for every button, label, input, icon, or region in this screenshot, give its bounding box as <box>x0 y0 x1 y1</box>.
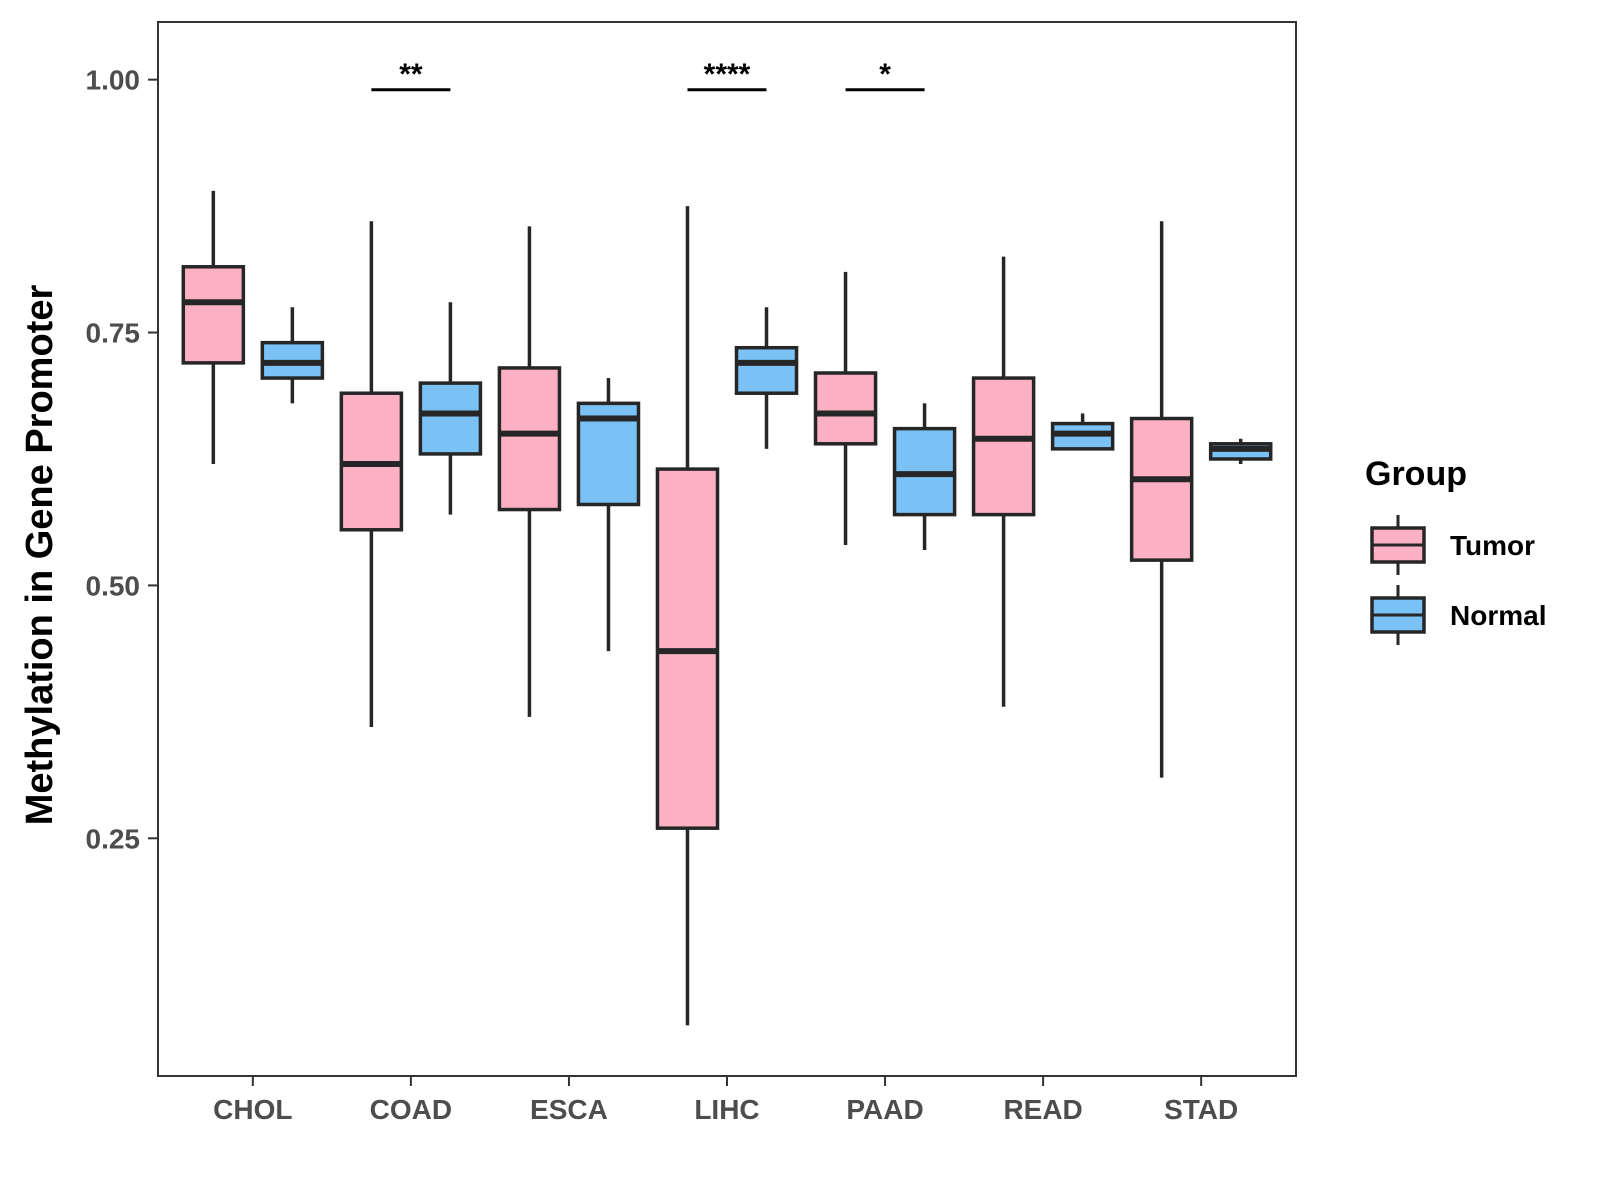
box-tumor-lihc <box>655 206 720 1026</box>
box-body <box>971 376 1036 517</box>
box-body <box>418 381 483 456</box>
x-tick-label-read: READ <box>1003 1094 1082 1125</box>
x-axis: CHOL COAD ESCA LIHC PAAD READ STAD <box>213 1076 1238 1125</box>
x-tick-label-lihc: LIHC <box>694 1094 759 1125</box>
legend-title: Group <box>1365 455 1467 493</box>
box-body <box>181 265 246 365</box>
box-tumor-chol <box>181 190 246 465</box>
boxes-layer <box>181 190 1273 1026</box>
x-tick-label-chol: CHOL <box>213 1094 292 1125</box>
significance-label: **** <box>704 58 751 91</box>
y-tick-label: 0.50 <box>86 570 141 601</box>
legend-item-normal: Normal <box>1370 585 1546 645</box>
box-normal-paad <box>892 403 957 551</box>
box-body <box>813 371 878 446</box>
y-tick-label: 1.00 <box>86 65 141 96</box>
box-normal-lihc <box>734 307 799 449</box>
significance-layer: ** **** * <box>371 58 925 92</box>
y-axis: 0.25 0.50 0.75 1.00 <box>86 65 158 854</box>
box-body <box>497 366 562 512</box>
significance-label: ** <box>399 58 423 91</box>
box-normal-esca <box>576 378 641 652</box>
y-tick-label: 0.25 <box>86 823 141 854</box>
y-tick-label: 0.75 <box>86 318 141 349</box>
box-tumor-coad <box>339 221 404 728</box>
box-tumor-paad <box>813 271 878 545</box>
x-tick-label-paad: PAAD <box>846 1094 923 1125</box>
legend: Group Tumor Normal <box>1365 455 1546 645</box>
box-normal-coad <box>418 302 483 515</box>
box-body <box>734 345 799 395</box>
y-axis-title: Methylation in Gene Promoter <box>19 285 61 826</box>
plot-panel-border <box>157 21 1297 1077</box>
legend-label-tumor: Tumor <box>1450 530 1535 561</box>
x-tick-label-stad: STAD <box>1164 1094 1238 1125</box>
x-tick-label-coad: COAD <box>370 1094 452 1125</box>
x-tick-label-esca: ESCA <box>530 1094 608 1125</box>
legend-label-normal: Normal <box>1450 600 1546 631</box>
legend-items: Tumor Normal <box>1370 515 1546 645</box>
box-tumor-read <box>971 256 1036 707</box>
box-body <box>1129 416 1194 562</box>
significance-label: * <box>879 58 891 91</box>
box-tumor-stad <box>1129 221 1194 778</box>
box-normal-read <box>1050 413 1115 451</box>
legend-item-tumor: Tumor <box>1370 515 1535 575</box>
box-normal-chol <box>260 307 325 404</box>
box-normal-stad <box>1208 438 1273 465</box>
box-tumor-esca <box>497 226 562 717</box>
